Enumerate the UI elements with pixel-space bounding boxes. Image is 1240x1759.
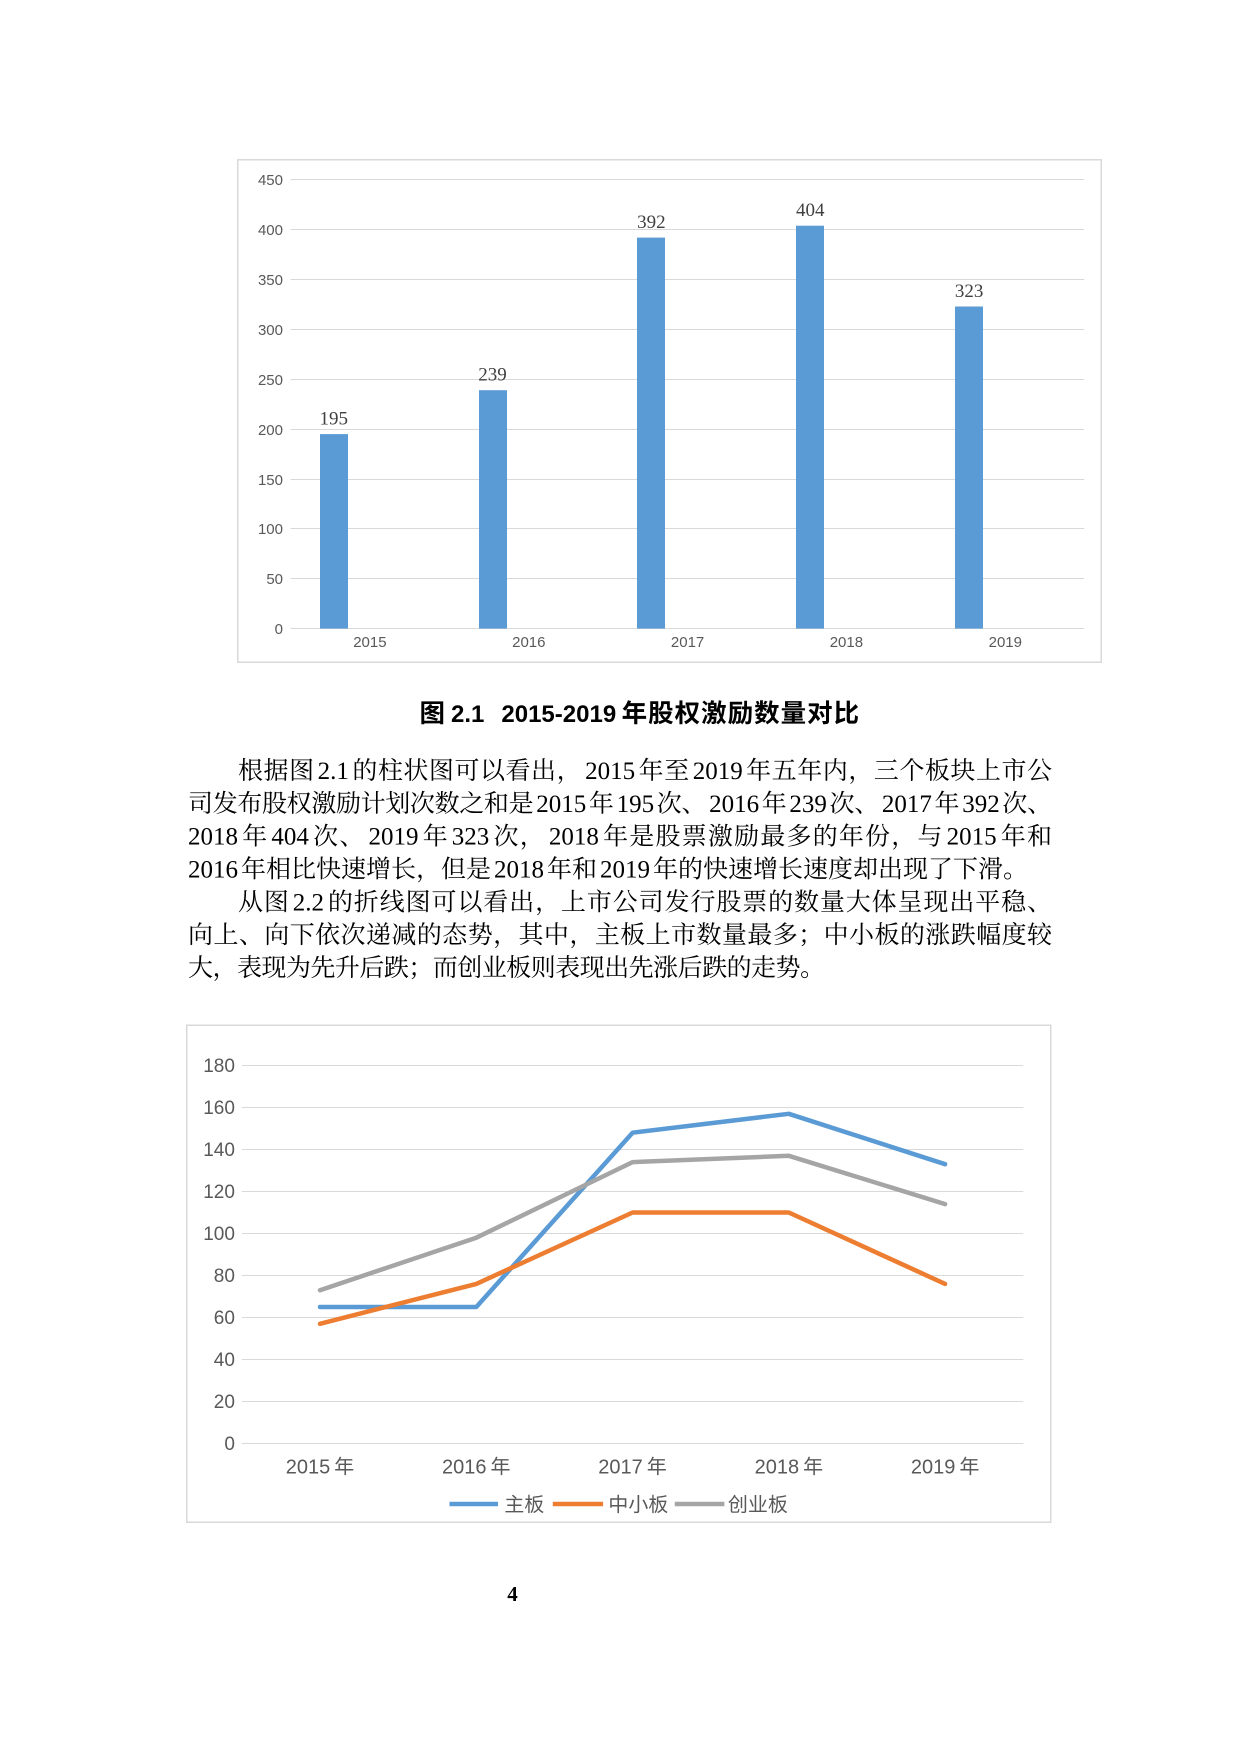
svg-text:350: 350 xyxy=(258,272,283,289)
svg-text:323: 323 xyxy=(955,281,984,302)
svg-text:2019: 2019 xyxy=(600,857,650,884)
svg-text:2019: 2019 xyxy=(989,634,1022,651)
svg-text:2018: 2018 xyxy=(188,824,238,851)
svg-text:239: 239 xyxy=(478,365,507,386)
svg-text:2018: 2018 xyxy=(830,634,863,651)
svg-text:0: 0 xyxy=(224,1434,235,1455)
svg-text:2016: 2016 xyxy=(709,791,759,818)
svg-text:2015: 2015 xyxy=(536,791,586,818)
svg-text:2015: 2015 xyxy=(286,1457,331,1479)
svg-text:2015-2019: 2015-2019 xyxy=(501,701,616,728)
svg-text:2019: 2019 xyxy=(369,824,419,851)
svg-text:2017: 2017 xyxy=(598,1457,643,1479)
svg-text:2.1: 2.1 xyxy=(318,758,349,785)
svg-text:2015: 2015 xyxy=(947,824,997,851)
svg-text:392: 392 xyxy=(637,212,666,233)
svg-text:195: 195 xyxy=(617,791,655,818)
svg-text:2018: 2018 xyxy=(755,1457,800,1479)
svg-text:400: 400 xyxy=(258,222,283,239)
svg-text:50: 50 xyxy=(266,571,283,588)
svg-text:4: 4 xyxy=(507,1582,518,1606)
svg-text:200: 200 xyxy=(258,422,283,439)
svg-text:2018: 2018 xyxy=(549,824,599,851)
svg-text:100: 100 xyxy=(258,521,283,538)
svg-text:250: 250 xyxy=(258,372,283,389)
svg-text:0: 0 xyxy=(275,621,283,638)
svg-text:120: 120 xyxy=(203,1182,235,1203)
svg-text:2.2: 2.2 xyxy=(293,889,324,916)
svg-text:2015: 2015 xyxy=(585,758,635,785)
svg-text:20: 20 xyxy=(214,1392,235,1413)
svg-text:160: 160 xyxy=(203,1098,235,1119)
svg-text:2017: 2017 xyxy=(882,791,932,818)
svg-text:40: 40 xyxy=(214,1350,235,1371)
svg-text:180: 180 xyxy=(203,1056,235,1077)
svg-text:2019: 2019 xyxy=(911,1457,956,1479)
svg-text:2016: 2016 xyxy=(512,634,545,651)
svg-text:150: 150 xyxy=(258,472,283,489)
svg-text:2016: 2016 xyxy=(188,857,238,884)
svg-text:80: 80 xyxy=(214,1266,235,1287)
svg-text:2018: 2018 xyxy=(494,857,544,884)
svg-text:2017: 2017 xyxy=(671,634,704,651)
svg-text:300: 300 xyxy=(258,322,283,339)
svg-text:2.1: 2.1 xyxy=(451,701,484,728)
svg-text:195: 195 xyxy=(319,409,348,430)
svg-text:140: 140 xyxy=(203,1140,235,1161)
svg-text:2019: 2019 xyxy=(693,758,743,785)
svg-text:450: 450 xyxy=(258,172,283,189)
svg-text:100: 100 xyxy=(203,1224,235,1245)
svg-text:2015: 2015 xyxy=(353,634,386,651)
svg-text:404: 404 xyxy=(271,824,309,851)
svg-text:2016: 2016 xyxy=(442,1457,487,1479)
svg-text:60: 60 xyxy=(214,1308,235,1329)
svg-text:392: 392 xyxy=(962,791,1000,818)
svg-text:239: 239 xyxy=(789,791,827,818)
svg-text:404: 404 xyxy=(796,200,825,221)
svg-text:323: 323 xyxy=(452,824,490,851)
